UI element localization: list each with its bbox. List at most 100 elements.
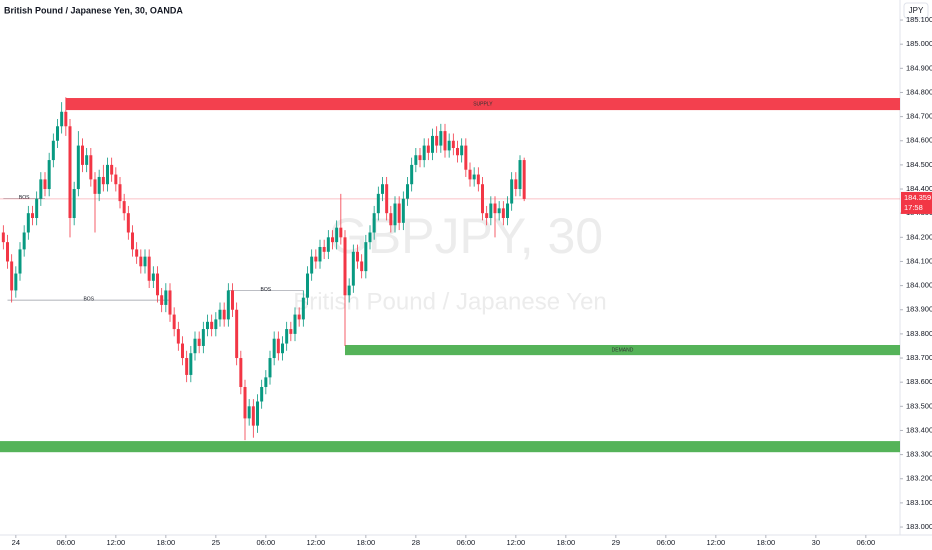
candle-body xyxy=(418,155,422,161)
candle-body xyxy=(93,179,97,194)
y-tick-label: 184.500 xyxy=(906,160,932,169)
y-tick-label: 184.100 xyxy=(906,256,932,265)
candle-body xyxy=(122,201,126,214)
candle-body xyxy=(239,358,243,388)
candle-body xyxy=(422,145,426,161)
bos-label: BOS xyxy=(19,195,30,201)
candle-body xyxy=(406,184,409,199)
candle-body xyxy=(106,164,109,185)
candle-body xyxy=(143,256,147,267)
candle-body xyxy=(97,176,101,194)
candle-body xyxy=(176,329,180,344)
x-tick-label: 18:00 xyxy=(756,538,775,547)
candle-body xyxy=(456,147,459,156)
candle-body xyxy=(168,290,172,315)
candle-body xyxy=(522,160,526,199)
candle-body xyxy=(276,338,280,354)
candle-body xyxy=(151,273,155,281)
candle-body xyxy=(210,321,214,330)
countdown: 17:58 xyxy=(904,203,923,212)
candle-body xyxy=(264,377,268,388)
x-tick-label: 06:00 xyxy=(56,538,75,547)
candle-body xyxy=(156,273,159,296)
candle-body xyxy=(131,232,134,250)
candle-body xyxy=(272,338,276,359)
x-tick-label: 12:00 xyxy=(706,538,725,547)
candle-body xyxy=(301,297,305,320)
candle-body xyxy=(322,246,326,252)
candle-body xyxy=(18,249,22,274)
candle-body xyxy=(372,213,376,233)
candle-body xyxy=(468,169,472,180)
candle-body xyxy=(10,261,14,291)
x-tick-label: 18:00 xyxy=(356,538,375,547)
y-tick-label: 183.400 xyxy=(906,425,932,434)
candle-body xyxy=(51,140,55,161)
x-tick-label: 12:00 xyxy=(106,538,125,547)
y-tick-label: 185.100 xyxy=(906,15,932,24)
currency-box[interactable] xyxy=(903,2,929,19)
candle-body xyxy=(485,213,489,219)
y-tick-label: 184.600 xyxy=(906,136,932,145)
bos-label: BOS xyxy=(83,296,94,302)
candle-body xyxy=(335,227,339,243)
candle-body xyxy=(56,126,59,141)
candle-body xyxy=(35,198,39,219)
candle-body xyxy=(101,176,105,185)
candle-body xyxy=(193,338,197,354)
candle-body xyxy=(493,203,497,214)
candle-body xyxy=(39,179,43,199)
x-tick-label: 18:00 xyxy=(156,538,175,547)
candle-body xyxy=(431,135,434,153)
candle-body xyxy=(314,256,318,262)
candle-body xyxy=(226,290,230,320)
candle-body xyxy=(118,184,122,202)
candle-body xyxy=(389,213,393,226)
x-tick-label: 25 xyxy=(212,538,220,547)
x-tick-label: 06:00 xyxy=(656,538,675,547)
candle-body xyxy=(368,232,372,243)
x-tick-label: 18:00 xyxy=(556,538,575,547)
zone xyxy=(0,441,900,453)
y-tick-label: 185.000 xyxy=(906,39,932,48)
y-tick-label: 183.500 xyxy=(906,401,932,410)
candle-body xyxy=(381,184,384,194)
candle-body xyxy=(126,213,130,233)
x-tick-label: 06:00 xyxy=(856,538,875,547)
candle-body xyxy=(218,309,222,320)
candle-body xyxy=(310,256,314,274)
x-tick-label: 06:00 xyxy=(256,538,275,547)
candle-body xyxy=(326,237,330,252)
candle-body xyxy=(243,387,247,419)
candle-body xyxy=(397,203,401,223)
candle-body xyxy=(43,179,47,190)
candle-body xyxy=(260,387,264,402)
currency[interactable]: JPY xyxy=(909,6,924,15)
candle-body xyxy=(489,203,493,219)
candle-body xyxy=(501,208,505,219)
watermark-subtitle: British Pound / Japanese Yen xyxy=(293,288,607,315)
candle-body xyxy=(14,273,18,291)
candle-body xyxy=(114,174,118,185)
x-tick-label: 12:00 xyxy=(506,538,525,547)
candle-body xyxy=(247,406,251,419)
candle-body xyxy=(6,242,9,262)
x-tick-label: 24 xyxy=(12,538,20,547)
x-tick-label: 12:00 xyxy=(306,538,325,547)
x-tick-label: 06:00 xyxy=(456,538,475,547)
candle-body xyxy=(285,329,289,344)
candle-body xyxy=(268,358,272,378)
candle-body xyxy=(347,285,351,296)
y-tick-label: 183.900 xyxy=(906,305,932,314)
candle-body xyxy=(110,164,114,175)
candle-body xyxy=(443,131,447,151)
candle-body xyxy=(251,406,255,426)
candle-body xyxy=(214,319,218,330)
candle-body xyxy=(160,295,164,305)
bos-label: BOS xyxy=(261,287,272,293)
zone-label: DEMAND xyxy=(612,347,634,353)
candle-body xyxy=(297,314,301,320)
